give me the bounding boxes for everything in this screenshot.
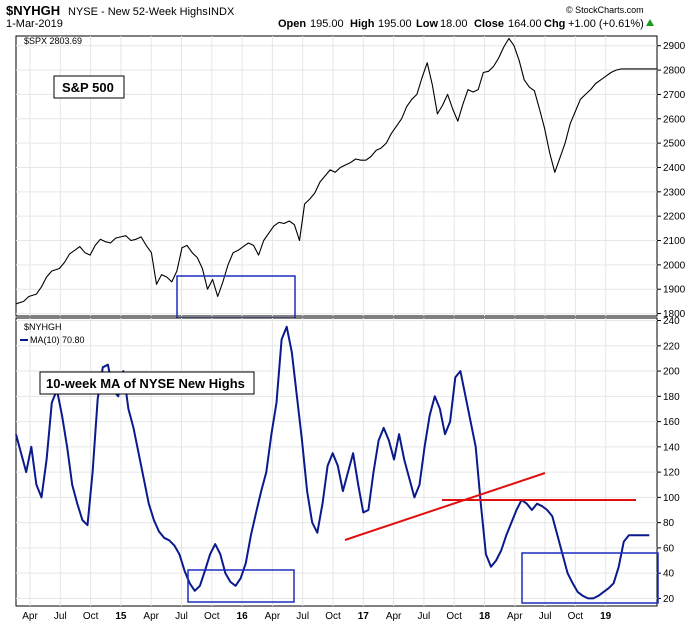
nyhgh-y-tick-label: 140 bbox=[663, 442, 680, 453]
spx-y-tick-label: 2100 bbox=[663, 236, 686, 247]
x-tick-label: Apr bbox=[143, 611, 159, 622]
nyhgh-y-tick-label: 80 bbox=[663, 518, 675, 529]
close-value: 164.00 bbox=[508, 18, 542, 30]
spx-annotation: S&P 500 bbox=[62, 80, 114, 95]
x-tick-label: Apr bbox=[265, 611, 281, 622]
symbol-title: $NYHGH bbox=[6, 3, 60, 18]
nyhgh-y-tick-label: 240 bbox=[663, 316, 680, 327]
spx-series-line bbox=[15, 37, 657, 305]
x-tick-label: 16 bbox=[237, 611, 249, 622]
spx-y-ticks: 1800 1900 2000 2100 2200 2300 2400 2500 2600 2700… bbox=[657, 41, 686, 320]
spx-y-tick-label: 2300 bbox=[663, 187, 686, 198]
x-tick-label: Jul bbox=[539, 611, 552, 622]
nyhgh-y-tick-label: 20 bbox=[663, 594, 675, 605]
x-tick-label: Apr bbox=[22, 611, 38, 622]
x-tick-label: Jul bbox=[175, 611, 188, 622]
x-tick-label: 17 bbox=[358, 611, 370, 622]
chart-date: 1-Mar-2019 bbox=[6, 18, 63, 30]
nyhgh-y-tick-label: 180 bbox=[663, 392, 680, 403]
nyhgh-annotation: 10-week MA of NYSE New Highs bbox=[46, 376, 245, 391]
spx-panel: 1800 1900 2000 2100 2200 2300 2400 2500 2600 2700… bbox=[15, 35, 686, 320]
x-tick-label: Oct bbox=[325, 611, 341, 622]
spx-series bbox=[15, 37, 657, 305]
watermark: © StockCharts.com bbox=[566, 5, 644, 15]
spx-y-tick-label: 2900 bbox=[663, 41, 686, 52]
nyhgh-y-tick-label: 200 bbox=[663, 367, 680, 378]
spx-annotation-box bbox=[53, 75, 125, 99]
x-tick-label: Oct bbox=[83, 611, 99, 622]
up-arrow-icon bbox=[646, 19, 654, 26]
low-label: Low bbox=[416, 18, 438, 30]
nyhgh-legend: MA(10) 70.80 bbox=[30, 335, 85, 345]
spx-y-tick-label: 2400 bbox=[663, 163, 686, 174]
high-value: 195.00 bbox=[378, 18, 412, 30]
x-tick-label: Apr bbox=[507, 611, 523, 622]
x-tick-label: 15 bbox=[115, 611, 127, 622]
x-tick-label: Oct bbox=[204, 611, 220, 622]
chg-value: +1.00 (+0.61%) bbox=[568, 18, 644, 30]
x-tick-label: Jul bbox=[418, 611, 431, 622]
low-value: 18.00 bbox=[440, 18, 468, 30]
spx-y-tick-label: 1800 bbox=[663, 309, 686, 320]
spx-legend: $SPX 2803.69 bbox=[24, 36, 82, 46]
x-tick-label: Jul bbox=[296, 611, 309, 622]
exchange-label: INDX bbox=[208, 6, 235, 18]
x-tick-label: Oct bbox=[568, 611, 584, 622]
spx-y-tick-label: 2600 bbox=[663, 114, 686, 125]
chart-title: NYSE - New 52-Week Highs bbox=[68, 6, 208, 18]
x-tick-label: Jul bbox=[54, 611, 67, 622]
nyhgh-box-2018 bbox=[521, 552, 659, 604]
nyhgh-annotation-box bbox=[39, 371, 255, 395]
rising-trendline bbox=[344, 472, 546, 541]
nyhgh-y-tick-label: 60 bbox=[663, 543, 675, 554]
high-label: High bbox=[350, 18, 375, 30]
spx-y-tick-label: 1900 bbox=[663, 285, 686, 296]
open-label: Open bbox=[278, 18, 306, 30]
open-value: 195.00 bbox=[310, 18, 344, 30]
spx-y-tick-label: 2700 bbox=[663, 90, 686, 101]
x-tick-label: 18 bbox=[479, 611, 491, 622]
x-tick-label: Apr bbox=[386, 611, 402, 622]
spx-y-tick-label: 2000 bbox=[663, 260, 686, 271]
nyhgh-y-tick-label: 120 bbox=[663, 468, 680, 479]
nyhgh-y-tick-label: 220 bbox=[663, 341, 680, 352]
nyhgh-legend-symbol: $NYHGH bbox=[24, 322, 62, 332]
close-label: Close bbox=[474, 18, 504, 30]
nyhgh-y-tick-label: 160 bbox=[663, 417, 680, 428]
x-axis-labels: Apr Jul Oct 15 Apr Jul Oct 16 Apr Jul Oct 17 Apr Jul O… bbox=[22, 611, 611, 622]
nyhgh-y-tick-label: 40 bbox=[663, 569, 675, 580]
spx-y-tick-label: 2800 bbox=[663, 66, 686, 77]
spx-y-tick-label: 2500 bbox=[663, 139, 686, 150]
nyhgh-gridlines bbox=[16, 318, 657, 606]
chg-label: Chg bbox=[544, 18, 565, 30]
nyhgh-box-2015 bbox=[187, 569, 295, 603]
x-tick-label: 19 bbox=[600, 611, 612, 622]
nyhgh-y-ticks: 20 40 60 80 100 120 140 160 180 200 220 240 bbox=[657, 316, 680, 605]
spx-y-tick-label: 2200 bbox=[663, 212, 686, 223]
nyhgh-y-tick-label: 100 bbox=[663, 493, 680, 504]
x-tick-label: Oct bbox=[446, 611, 462, 622]
